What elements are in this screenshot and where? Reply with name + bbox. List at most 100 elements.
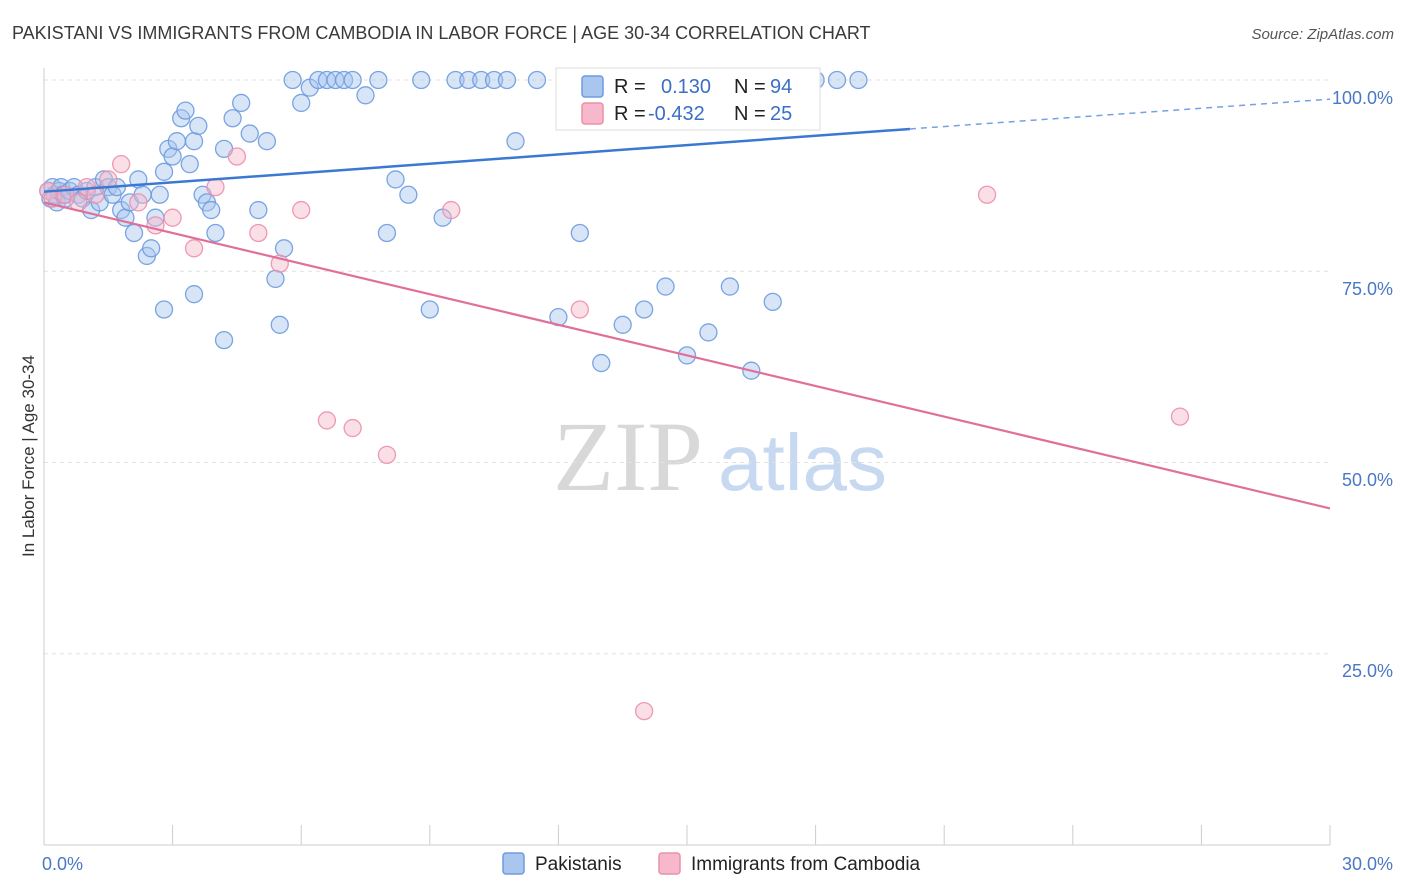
pakistanis-point [214,330,234,350]
pakistanis-point [292,93,311,113]
pakistanis-point [266,269,285,289]
pakistanis-point [202,200,221,220]
pakistanis-point [420,300,439,319]
pakistanis-point [484,70,504,90]
pakistanis-point [386,170,405,189]
pakistanis-point [150,185,169,204]
cambodia-point [112,154,131,174]
pakistanis-point [270,315,289,334]
y-tick-label-75: 75.0% [1342,279,1393,299]
pakistanis-point [189,116,208,136]
cambodia-point [292,200,311,220]
cambodia-point [129,193,148,212]
pakistanis-point [283,70,302,90]
pakistanis-point [527,70,547,90]
bottom-legend-swatch-cambodia [658,852,681,875]
pakistanis-point [176,101,195,120]
pakistanis-point [570,223,589,243]
pakistanis-point [592,353,611,373]
cambodia-point [343,418,362,438]
x-tick-label-min: 0.0% [42,854,83,874]
bottom-legend-label-cambodia: Immigrants from Cambodia [691,854,921,875]
pakistanis-point [223,109,242,128]
pakistanis-point [167,132,187,151]
pakistanis-point [472,70,491,90]
cambodia-point [377,445,397,465]
cambodia-point [206,177,225,197]
legend-n-value-cambodia: 25 [770,103,792,125]
cambodia-point [163,208,182,227]
pakistanis-point [699,323,718,342]
trend-line-cambodia [43,201,1331,510]
pakistanis-point [180,154,199,174]
pakistanis-point [232,93,251,113]
pakistanis-point [446,70,465,90]
pakistanis-point [154,300,174,319]
pakistanis-point [356,86,375,105]
pakistanis-point [497,70,517,90]
gridlines [44,79,1330,655]
pakistanis-point [184,285,204,304]
y-tick-label-100: 100.0% [1332,88,1393,108]
stats-legend: R = 0.130 N = 94 R = -0.432 N = 25 [555,67,821,131]
legend-n-value-pakistanis: 94 [770,76,792,98]
legend-n-label-pakistanis: N = [734,76,766,98]
pakistanis-point [240,124,259,143]
chart-source: Source: ZipAtlas.com [1251,26,1394,43]
y-tick-label-50: 50.0% [1342,470,1393,490]
cambodia-point [977,185,997,204]
pakistanis-point [377,223,397,243]
pakistanis-point [249,200,268,220]
legend-n-label-cambodia: N = [734,103,766,125]
pakistanis-point [459,70,478,90]
pakistanis-point [274,239,294,258]
cambodia-point [227,147,247,166]
pakistanis-point [763,292,782,312]
legend-r-label-pakistanis: R = [614,76,646,98]
pakistanis-point [720,277,740,296]
cambodia-point [634,701,654,721]
x-tick-label-max: 30.0% [1342,854,1393,874]
pakistanis-point [343,70,362,90]
pakistanis-point [154,162,174,181]
pakistanis-point [369,70,388,90]
watermark-atlas: atlas [718,418,887,507]
y-tick-labels: 100.0% 75.0% 50.0% 25.0% [1332,88,1393,681]
y-axis-label: In Labor Force | Age 30-34 [19,355,38,557]
bottom-legend-swatch-pakistanis [502,852,525,875]
pakistanis-point [634,300,654,319]
legend-r-value-cambodia: -0.432 [648,103,705,125]
legend-r-label-cambodia: R = [614,103,646,125]
pakistanis-point [142,239,161,258]
pakistanis-point [412,70,431,90]
pakistanis-point [184,132,204,151]
chart-title: PAKISTANI VS IMMIGRANTS FROM CAMBODIA IN… [12,23,871,43]
pakistanis-point [656,277,675,296]
watermark-zip: ZIP [553,401,703,512]
cambodia-point [184,239,204,258]
cambodia-point [317,411,337,430]
cambodia-point [442,200,461,220]
pakistanis-point [257,132,277,151]
legend-swatch-cambodia [581,102,604,125]
pakistanis-point [849,70,868,90]
cambodia-point [1170,407,1190,426]
pakistanis-point [124,223,144,243]
y-tick-label-25: 25.0% [1342,661,1393,681]
series-legend: Pakistanis Immigrants from Cambodia [502,852,921,875]
trend-line-pakistanis [43,127,910,193]
pakistanis-point [613,315,632,334]
trend-lines [43,98,1331,510]
pakistanis-point [399,185,418,204]
cambodia-point [570,300,589,319]
cambodia-point [249,223,268,243]
cambodia-point [86,185,105,204]
trend-line-pakistanis-extension [909,98,1331,130]
pakistanis-point [827,70,847,90]
legend-swatch-pakistanis [581,75,604,98]
legend-r-value-pakistanis: 0.130 [661,76,711,98]
pakistanis-point [506,132,525,151]
x-axis-ticks [43,825,1331,845]
bottom-legend-label-pakistanis: Pakistanis [535,854,622,875]
